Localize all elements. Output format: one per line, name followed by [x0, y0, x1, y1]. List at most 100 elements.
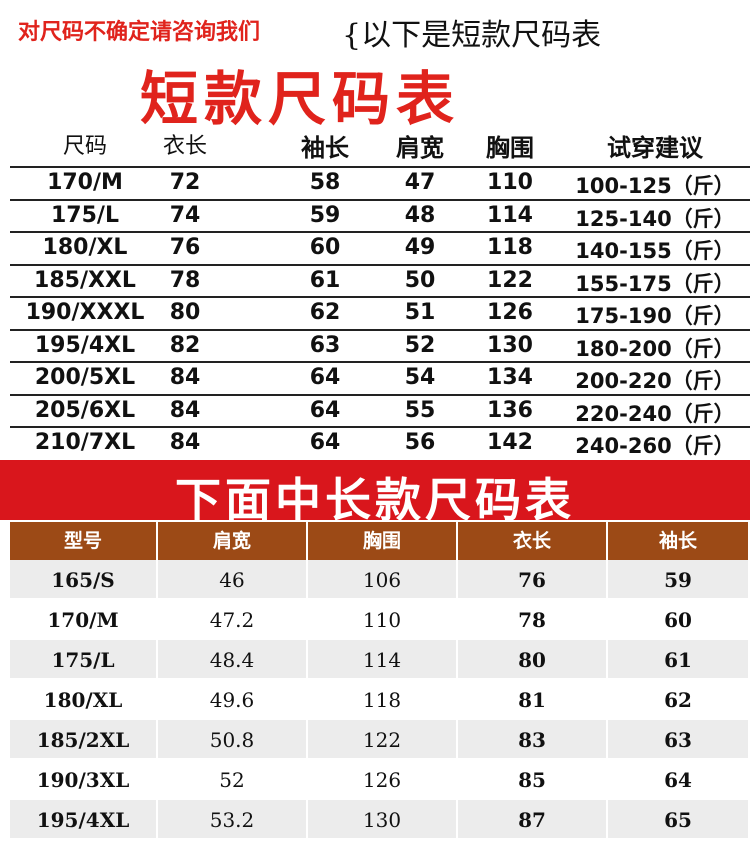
column-header: 衣长 [162, 134, 207, 159]
column-header: 胸围 [486, 134, 534, 162]
cell: 100-125（斤） [575, 174, 735, 198]
cell: 175/L [51, 202, 119, 228]
column-header: 尺码 [62, 134, 107, 159]
cell: 126 [308, 760, 458, 800]
cell: 134 [487, 365, 533, 390]
cell: 50.8 [158, 720, 308, 760]
title: 短款尺码表 [140, 65, 461, 133]
cell: 48.4 [158, 640, 308, 680]
cell: 60 [608, 600, 750, 640]
cell: 195/4XL [34, 332, 136, 358]
cell: 80 [458, 640, 608, 680]
cell: 49 [404, 235, 436, 260]
cell: 55 [404, 397, 436, 423]
cell: 84 [169, 365, 201, 390]
cell: 78 [169, 267, 201, 293]
row-divider [10, 231, 750, 233]
column-header: 肩宽 [396, 134, 444, 162]
cell: 47.2 [158, 600, 308, 640]
cell: 61 [309, 267, 341, 293]
cell: 54 [404, 365, 436, 390]
cell: 46 [158, 560, 308, 600]
cell: 170/M [10, 600, 158, 640]
cell: 50 [404, 267, 436, 293]
cell: 170/M [47, 170, 123, 195]
cell: 51 [404, 300, 436, 325]
column-header: 衣长 [458, 522, 608, 560]
cell: 64 [309, 365, 341, 390]
cell: 240-260（斤） [575, 434, 735, 458]
column-header: 袖长 [608, 522, 750, 560]
cell: 200-220（斤） [575, 369, 735, 393]
cell: 83 [458, 720, 608, 760]
cell: 62 [309, 300, 341, 325]
cell: 80 [169, 300, 201, 325]
cell: 74 [169, 202, 201, 228]
cell: 175-190（斤） [575, 304, 735, 328]
cell: 185/2XL [10, 720, 158, 760]
cell: 59 [608, 560, 750, 600]
cell: 200/5XL [34, 365, 136, 390]
cell: 64 [309, 430, 341, 455]
column-header: 袖长 [301, 134, 349, 162]
cell: 155-175（斤） [575, 271, 735, 296]
cell: 180/XL [10, 680, 158, 720]
cell: 65 [608, 800, 750, 840]
cell: 110 [487, 170, 533, 195]
row-divider [10, 198, 750, 201]
column-header: 胸围 [308, 522, 458, 560]
subtitle: {以下是短款尺码表 [342, 18, 602, 53]
cell: 59 [309, 202, 341, 228]
cell: 87 [458, 800, 608, 840]
column-header: 型号 [10, 522, 158, 560]
cell: 47 [404, 170, 436, 195]
cell: 118 [487, 235, 533, 260]
cell: 165/S [10, 560, 158, 600]
row-divider [10, 328, 750, 331]
cell: 48 [404, 202, 436, 228]
row-divider [10, 296, 750, 298]
cell: 58 [309, 170, 341, 195]
row-divider [10, 426, 750, 428]
cell: 106 [308, 560, 458, 600]
cell: 140-155（斤） [575, 239, 735, 263]
cell: 82 [169, 332, 201, 358]
cell: 180/XL [42, 235, 128, 260]
cell: 220-240（斤） [575, 401, 735, 426]
cell: 84 [169, 430, 201, 455]
cell: 63 [309, 332, 341, 358]
column-header: 试穿建议 [607, 134, 703, 162]
cell: 195/4XL [10, 800, 158, 840]
cell: 122 [308, 720, 458, 760]
cell: 118 [308, 680, 458, 720]
cell: 56 [404, 430, 436, 455]
cell: 175/L [10, 640, 158, 680]
row-divider [10, 166, 750, 168]
cell: 125-140（斤） [575, 206, 735, 231]
cell: 122 [487, 267, 533, 293]
cell: 84 [169, 397, 201, 423]
row-divider [10, 361, 750, 363]
cell: 190/XXXL [25, 300, 145, 325]
cell: 49.6 [158, 680, 308, 720]
cell: 136 [487, 397, 533, 423]
cell: 126 [487, 300, 533, 325]
column-header: 肩宽 [158, 522, 308, 560]
cell: 78 [458, 600, 608, 640]
cell: 76 [458, 560, 608, 600]
cell: 130 [487, 332, 533, 358]
cell: 61 [608, 640, 750, 680]
short-table: 尺码 衣长 袖长 肩宽 胸围 试穿建议 170/M 72 58 47 110 100-125（斤） 17… [10, 118, 750, 460]
cell: 63 [608, 720, 750, 760]
band [0, 460, 750, 520]
cell: 85 [458, 760, 608, 800]
cell: 110 [308, 600, 458, 640]
cell: 72 [169, 170, 201, 195]
cell: 60 [309, 235, 341, 260]
cell: 210/7XL [34, 430, 136, 455]
note: 对尺码不确定请咨询我们 [18, 20, 261, 45]
cell: 130 [308, 800, 458, 840]
cell: 142 [487, 430, 533, 455]
row-divider [10, 393, 750, 396]
